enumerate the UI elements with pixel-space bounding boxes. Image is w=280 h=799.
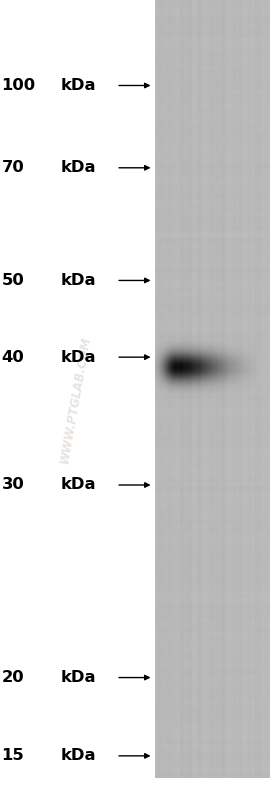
Text: kDa: kDa <box>60 749 96 763</box>
Text: kDa: kDa <box>60 78 96 93</box>
Text: 50: 50 <box>1 273 24 288</box>
Text: WWW.PTGLAB.COM: WWW.PTGLAB.COM <box>58 335 93 464</box>
Text: 30: 30 <box>1 478 24 492</box>
Text: 20: 20 <box>1 670 24 685</box>
Text: kDa: kDa <box>60 478 96 492</box>
Text: 70: 70 <box>1 161 24 175</box>
Text: 40: 40 <box>1 350 24 364</box>
Text: 100: 100 <box>1 78 36 93</box>
Text: kDa: kDa <box>60 161 96 175</box>
Text: kDa: kDa <box>60 350 96 364</box>
Text: kDa: kDa <box>60 273 96 288</box>
Text: 15: 15 <box>1 749 24 763</box>
Text: kDa: kDa <box>60 670 96 685</box>
